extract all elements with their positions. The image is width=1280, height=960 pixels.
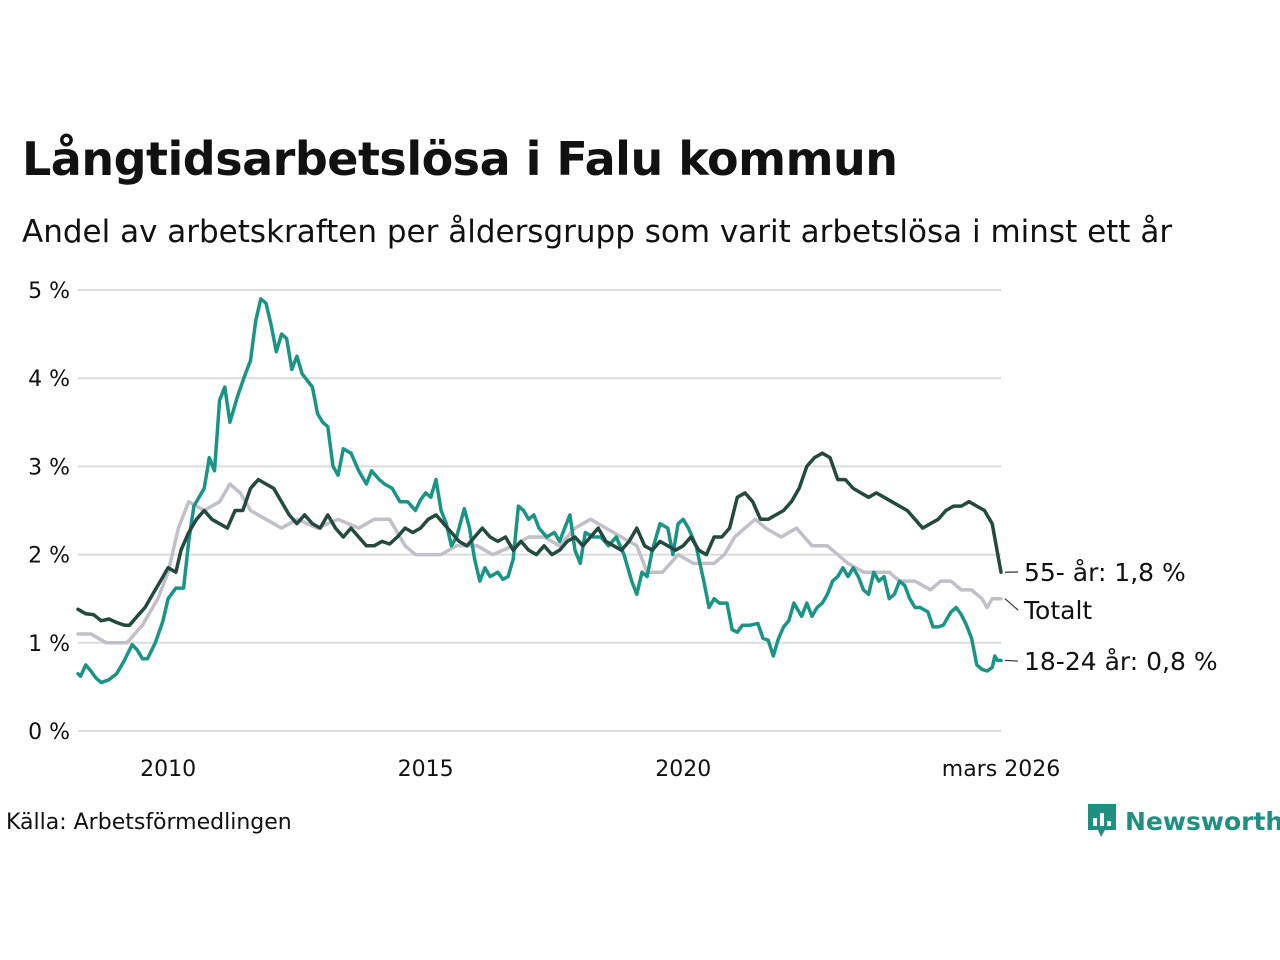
y-tick-label: 5 % bbox=[28, 279, 70, 304]
y-tick-label: 0 % bbox=[28, 720, 70, 745]
brand-name: Newsworthy bbox=[1125, 806, 1280, 836]
series-line-18-24-r bbox=[76, 297, 1003, 685]
end-label-18-24-r: 18-24 år: 0,8 % bbox=[1024, 647, 1218, 676]
x-tick-label: 2020 bbox=[655, 757, 711, 782]
brand-logo[interactable]: Newsworthy bbox=[1088, 804, 1280, 838]
series-line-55-r bbox=[76, 451, 1003, 627]
x-axis-ticks: 2010 2015 2020 mars 2026 bbox=[140, 757, 1060, 782]
gridlines bbox=[78, 289, 1001, 732]
x-tick-label: mars 2026 bbox=[942, 757, 1060, 782]
y-tick-label: 3 % bbox=[28, 455, 70, 480]
series-line-totalt bbox=[76, 482, 1003, 645]
y-tick-label: 1 % bbox=[28, 632, 70, 657]
series-lines bbox=[76, 297, 1003, 685]
end-label-totalt: Totalt bbox=[1023, 596, 1092, 625]
end-label-55-r: 55- år: 1,8 % bbox=[1024, 558, 1186, 587]
chart-title: Långtidsarbetslösa i Falu kommun bbox=[22, 132, 898, 186]
x-tick-label: 2015 bbox=[398, 757, 454, 782]
y-axis-ticks: 0 % 1 % 2 % 3 % 4 % 5 % bbox=[28, 279, 70, 745]
leader-line bbox=[1004, 598, 1019, 611]
chart-subtitle: Andel av arbetskraften per åldersgrupp s… bbox=[22, 214, 1173, 250]
y-tick-label: 4 % bbox=[28, 367, 70, 392]
source-note: Källa: Arbetsförmedlingen bbox=[6, 810, 292, 835]
end-labels: Totalt 18-24 år: 0,8 % 55- år: 1,8 % bbox=[1004, 558, 1218, 676]
x-tick-label: 2010 bbox=[140, 757, 196, 782]
leader-line bbox=[1004, 659, 1019, 662]
y-tick-label: 2 % bbox=[28, 544, 70, 569]
newsworthy-logo-icon bbox=[1088, 804, 1116, 837]
